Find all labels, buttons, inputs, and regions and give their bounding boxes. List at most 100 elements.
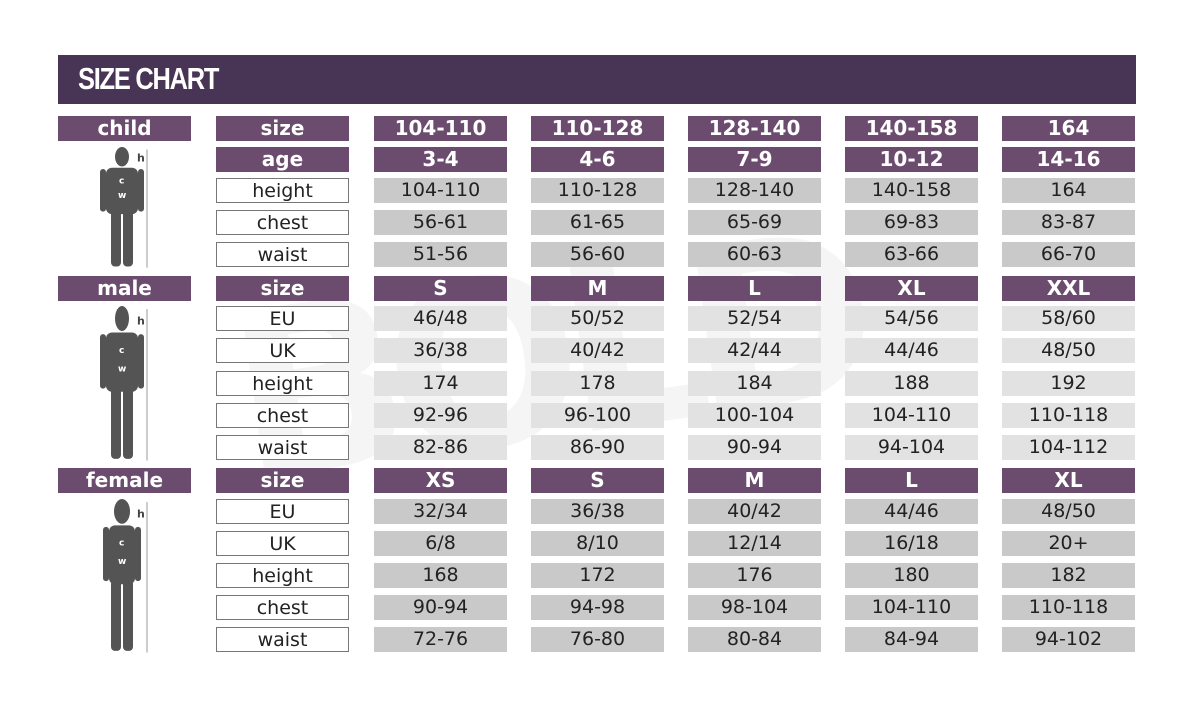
size-header-cell: M xyxy=(688,468,821,493)
size-header-cell: 110-128 xyxy=(531,116,664,141)
table-cell: 192 xyxy=(1002,371,1135,396)
table-cell: 56-60 xyxy=(531,242,664,267)
table-cell: 40/42 xyxy=(688,499,821,524)
size-header-cell: XS xyxy=(374,468,507,493)
table-cell: 92-96 xyxy=(374,403,507,428)
table-cell: 69-83 xyxy=(845,210,978,235)
child-silhouette-icon: h c w xyxy=(100,147,148,268)
table-cell: 46/48 xyxy=(374,306,507,331)
table-cell: 32/34 xyxy=(374,499,507,524)
table-cell: 172 xyxy=(531,563,664,588)
row-label: chest xyxy=(216,595,349,620)
table-cell: 52/54 xyxy=(688,306,821,331)
table-cell: 104-110 xyxy=(374,178,507,203)
row-label: EU xyxy=(216,499,349,524)
table-cell: 82-86 xyxy=(374,435,507,460)
table-cell: 128-140 xyxy=(688,178,821,203)
table-cell: 72-76 xyxy=(374,627,507,652)
table-cell: 48/50 xyxy=(1002,338,1135,363)
table-cell: 94-102 xyxy=(1002,627,1135,652)
table-cell: 36/38 xyxy=(374,338,507,363)
table-cell: 176 xyxy=(688,563,821,588)
size-chart-header: SIZE CHART xyxy=(58,55,1136,104)
table-cell: 86-90 xyxy=(531,435,664,460)
table-cell: 8/10 xyxy=(531,531,664,556)
waist-marker-label: w xyxy=(118,365,126,375)
row-label: age xyxy=(216,147,349,172)
table-cell: 182 xyxy=(1002,563,1135,588)
table-cell: 96-100 xyxy=(531,403,664,428)
row-label: UK xyxy=(216,338,349,363)
size-header-cell: XL xyxy=(845,276,978,301)
male-silhouette-icon: h c w xyxy=(100,306,148,461)
table-cell: 94-104 xyxy=(845,435,978,460)
table-cell: 104-110 xyxy=(845,595,978,620)
table-cell: 84-94 xyxy=(845,627,978,652)
size-header-cell: 140-158 xyxy=(845,116,978,141)
female-silhouette-icon: h c w xyxy=(103,499,148,653)
table-cell: 54/56 xyxy=(845,306,978,331)
waist-marker-label: w xyxy=(118,557,126,567)
table-cell: 65-69 xyxy=(688,210,821,235)
height-marker-label: h xyxy=(137,315,145,328)
row-label: height xyxy=(216,371,349,396)
table-cell: 178 xyxy=(531,371,664,396)
height-marker-label: h xyxy=(137,152,145,165)
table-cell: 16/18 xyxy=(845,531,978,556)
table-cell: 66-70 xyxy=(1002,242,1135,267)
chest-marker-label: c xyxy=(119,177,124,187)
size-header-cell: XL xyxy=(1002,468,1135,493)
table-cell: 80-84 xyxy=(688,627,821,652)
size-header-cell: XXL xyxy=(1002,276,1135,301)
size-header-cell: L xyxy=(845,468,978,493)
row-label: size xyxy=(216,468,349,493)
table-cell: 184 xyxy=(688,371,821,396)
row-label: size xyxy=(216,116,349,141)
size-header-cell: 7-9 xyxy=(688,147,821,172)
table-cell: 94-98 xyxy=(531,595,664,620)
table-cell: 188 xyxy=(845,371,978,396)
table-cell: 98-104 xyxy=(688,595,821,620)
row-label: size xyxy=(216,276,349,301)
row-label: waist xyxy=(216,627,349,652)
row-label: height xyxy=(216,563,349,588)
size-header-cell: 104-110 xyxy=(374,116,507,141)
table-cell: 42/44 xyxy=(688,338,821,363)
table-cell: 110-118 xyxy=(1002,403,1135,428)
table-cell: 110-128 xyxy=(531,178,664,203)
table-cell: 20+ xyxy=(1002,531,1135,556)
size-header-cell: 4-6 xyxy=(531,147,664,172)
waist-marker-label: w xyxy=(118,191,126,201)
table-cell: 164 xyxy=(1002,178,1135,203)
row-label: UK xyxy=(216,531,349,556)
table-cell: 104-112 xyxy=(1002,435,1135,460)
table-cell: 100-104 xyxy=(688,403,821,428)
table-cell: 50/52 xyxy=(531,306,664,331)
section-label-female: female xyxy=(58,468,191,493)
table-cell: 90-94 xyxy=(374,595,507,620)
table-cell: 90-94 xyxy=(688,435,821,460)
table-cell: 58/60 xyxy=(1002,306,1135,331)
row-label: height xyxy=(216,178,349,203)
table-cell: 40/42 xyxy=(531,338,664,363)
table-cell: 140-158 xyxy=(845,178,978,203)
size-header-cell: S xyxy=(374,276,507,301)
page-title: SIZE CHART xyxy=(78,61,219,96)
size-header-cell: 14-16 xyxy=(1002,147,1135,172)
table-cell: 174 xyxy=(374,371,507,396)
row-label: chest xyxy=(216,403,349,428)
table-cell: 76-80 xyxy=(531,627,664,652)
table-cell: 83-87 xyxy=(1002,210,1135,235)
row-label: EU xyxy=(216,306,349,331)
table-cell: 180 xyxy=(845,563,978,588)
table-cell: 63-66 xyxy=(845,242,978,267)
size-header-cell: L xyxy=(688,276,821,301)
table-cell: 168 xyxy=(374,563,507,588)
section-label-male: male xyxy=(58,276,191,301)
size-header-cell: 3-4 xyxy=(374,147,507,172)
row-label: waist xyxy=(216,435,349,460)
table-cell: 44/46 xyxy=(845,338,978,363)
chest-marker-label: c xyxy=(119,539,124,549)
table-cell: 110-118 xyxy=(1002,595,1135,620)
chest-marker-label: c xyxy=(119,346,124,356)
